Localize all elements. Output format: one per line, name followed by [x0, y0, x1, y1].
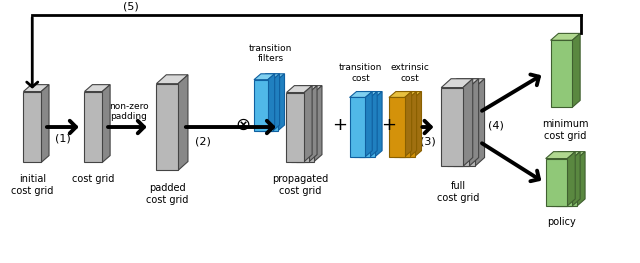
Polygon shape [546, 159, 567, 206]
Polygon shape [360, 98, 375, 156]
Polygon shape [156, 84, 178, 170]
Text: (1): (1) [55, 134, 70, 144]
Text: propagated
cost grid: propagated cost grid [272, 174, 328, 196]
Polygon shape [453, 88, 475, 166]
Polygon shape [296, 86, 322, 93]
Polygon shape [24, 92, 41, 163]
Polygon shape [365, 92, 372, 156]
Polygon shape [399, 92, 422, 98]
Polygon shape [291, 86, 317, 93]
Polygon shape [463, 79, 473, 166]
Text: policy: policy [547, 217, 576, 227]
Text: transition
cost: transition cost [339, 63, 382, 83]
Polygon shape [355, 98, 371, 156]
Polygon shape [156, 75, 188, 84]
Polygon shape [567, 152, 575, 206]
Polygon shape [441, 79, 473, 88]
Polygon shape [453, 79, 484, 88]
Polygon shape [550, 159, 572, 206]
Polygon shape [264, 80, 278, 131]
Polygon shape [273, 74, 280, 131]
Polygon shape [550, 33, 580, 40]
Polygon shape [259, 80, 273, 131]
Polygon shape [349, 92, 372, 98]
Polygon shape [441, 88, 463, 166]
Polygon shape [394, 98, 410, 156]
Polygon shape [314, 86, 322, 161]
Polygon shape [287, 93, 304, 161]
Text: (5): (5) [123, 2, 139, 12]
Polygon shape [556, 152, 585, 159]
Polygon shape [349, 98, 365, 156]
Polygon shape [371, 92, 377, 156]
Polygon shape [24, 85, 49, 92]
Polygon shape [375, 92, 382, 156]
Polygon shape [304, 86, 312, 161]
Polygon shape [291, 93, 309, 161]
Polygon shape [309, 86, 317, 161]
Text: initial
cost grid: initial cost grid [11, 174, 54, 196]
Polygon shape [389, 98, 404, 156]
Text: (4): (4) [488, 120, 504, 130]
Polygon shape [475, 79, 484, 166]
Polygon shape [41, 85, 49, 163]
Polygon shape [259, 74, 280, 80]
Polygon shape [572, 33, 580, 107]
Polygon shape [577, 152, 585, 206]
Polygon shape [556, 159, 577, 206]
Polygon shape [550, 152, 580, 159]
Text: non-zero
padding: non-zero padding [109, 102, 148, 121]
Polygon shape [468, 79, 479, 166]
Text: $\otimes$: $\otimes$ [236, 116, 251, 134]
Text: padded
cost grid: padded cost grid [146, 183, 188, 205]
Polygon shape [394, 92, 417, 98]
Text: cost grid: cost grid [72, 174, 115, 184]
Polygon shape [287, 86, 312, 93]
Polygon shape [360, 92, 382, 98]
Polygon shape [410, 92, 417, 156]
Polygon shape [254, 74, 275, 80]
Text: extrinsic
cost: extrinsic cost [390, 63, 429, 83]
Polygon shape [102, 85, 110, 163]
Polygon shape [389, 92, 412, 98]
Text: $+$: $+$ [332, 116, 348, 134]
Text: minimum
cost grid: minimum cost grid [542, 119, 589, 141]
Polygon shape [296, 93, 314, 161]
Polygon shape [415, 92, 422, 156]
Text: (2): (2) [195, 137, 211, 147]
Polygon shape [278, 74, 285, 131]
Polygon shape [447, 79, 479, 88]
Polygon shape [550, 40, 572, 107]
Polygon shape [572, 152, 580, 206]
Text: transition
filters: transition filters [249, 44, 292, 63]
Text: (3): (3) [420, 137, 435, 147]
Polygon shape [399, 98, 415, 156]
Polygon shape [268, 74, 275, 131]
Polygon shape [546, 152, 575, 159]
Polygon shape [447, 88, 468, 166]
Polygon shape [264, 74, 285, 80]
Polygon shape [178, 75, 188, 170]
Polygon shape [254, 80, 268, 131]
Polygon shape [84, 92, 102, 163]
Polygon shape [84, 85, 110, 92]
Text: $+$: $+$ [381, 116, 397, 134]
Text: full
cost grid: full cost grid [436, 181, 479, 203]
Polygon shape [404, 92, 412, 156]
Polygon shape [355, 92, 377, 98]
